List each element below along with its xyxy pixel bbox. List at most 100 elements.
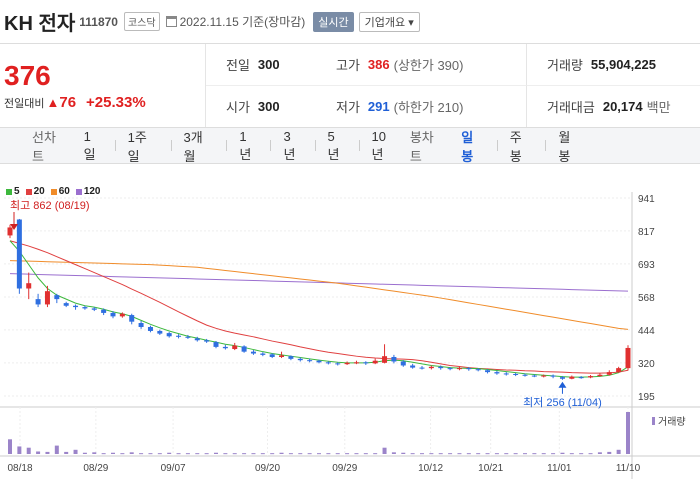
realtime-button[interactable]: 실시간 xyxy=(313,11,354,32)
candle-body xyxy=(147,326,153,331)
open-label: 시가 xyxy=(226,99,250,115)
price-chart[interactable]: 5 20 60 120 941 817 693 568 444 320 195 08/18 08… xyxy=(0,164,700,479)
candle-body xyxy=(16,219,22,289)
candle-body xyxy=(204,340,210,342)
ma-line-ma20 xyxy=(9,240,629,374)
volume-bar xyxy=(26,447,31,454)
candle-body xyxy=(297,358,303,361)
tab-1w[interactable]: 1주일 xyxy=(127,129,147,164)
tab-monthly[interactable]: 월봉 xyxy=(558,129,571,164)
candle-body xyxy=(344,362,350,365)
volume-bar xyxy=(36,451,41,454)
volume-bar xyxy=(214,452,218,454)
volume-bar xyxy=(288,453,293,455)
tab-1y[interactable]: 1년 xyxy=(239,128,252,162)
tab-3m[interactable]: 3개월 xyxy=(183,129,203,164)
max-annotation: 최고 862 (08/19) xyxy=(10,199,90,212)
high-value: 386 xyxy=(367,56,390,72)
volume-bar xyxy=(232,453,237,455)
amount-label: 거래대금 xyxy=(547,99,595,115)
volume-bar xyxy=(382,447,387,454)
candle-body xyxy=(138,323,144,327)
candle-body xyxy=(316,360,322,363)
candle-body xyxy=(485,370,491,373)
market-badge: 코스닥 xyxy=(123,12,160,31)
volume-bar xyxy=(420,453,424,455)
volume-bar xyxy=(438,453,443,455)
tab-1d[interactable]: 1일 xyxy=(83,128,96,162)
candle-body xyxy=(447,368,453,370)
volume-bar xyxy=(17,446,22,454)
volume-bar xyxy=(457,453,462,455)
volume-bar xyxy=(326,453,331,455)
volume-bar xyxy=(335,453,340,455)
x-tick-label: 08/29 xyxy=(83,463,108,474)
legend-ma5: 5 xyxy=(6,186,20,197)
tab-5y[interactable]: 5년 xyxy=(327,128,340,162)
volume-bar xyxy=(532,453,537,455)
low-label: 저가 xyxy=(336,99,360,115)
candle-body xyxy=(494,372,500,374)
volume-bar xyxy=(466,453,471,455)
candle-body xyxy=(335,363,341,365)
min-arrow-head xyxy=(558,381,567,388)
volume-label: 거래량 xyxy=(547,57,583,73)
ma-line-ma5 xyxy=(9,240,629,378)
volume-bar xyxy=(167,452,172,454)
candle-body xyxy=(466,368,472,370)
volume-bar xyxy=(195,453,200,455)
company-overview-button[interactable]: 기업개요 ▾ xyxy=(358,11,420,32)
candle-body xyxy=(166,333,172,337)
candle-body xyxy=(475,369,481,371)
volume-bar xyxy=(401,452,406,454)
candle-body xyxy=(73,305,79,308)
candle-body xyxy=(185,336,191,338)
x-tick-label: 09/20 xyxy=(255,463,280,474)
candle-body xyxy=(194,338,200,341)
candle-body xyxy=(588,376,594,378)
divider xyxy=(496,140,498,151)
tab-weekly[interactable]: 주봉 xyxy=(509,129,522,164)
y-tick-label: 693 xyxy=(638,260,655,271)
calendar-icon xyxy=(165,16,177,27)
candle-body xyxy=(269,354,275,357)
volume-bar xyxy=(73,449,78,454)
open-price: 시가 300 xyxy=(206,86,316,128)
candle-body xyxy=(353,362,359,364)
volume-bar xyxy=(298,453,303,455)
volume-bar xyxy=(354,453,359,455)
volume-bar xyxy=(251,453,256,455)
quote-panel: 376 전일대비 ▲ 76 +25.33% 전일 300 고가 386 (상한가… xyxy=(0,44,700,128)
ma-line-ma60 xyxy=(9,260,629,330)
candle-body xyxy=(597,374,603,377)
tab-3y[interactable]: 3년 xyxy=(283,128,296,162)
candle-body xyxy=(119,313,125,317)
volume-bar xyxy=(101,453,106,455)
x-tick-label: 08/18 xyxy=(7,463,32,474)
x-tick-label: 10/21 xyxy=(478,463,503,474)
tab-10y[interactable]: 10년 xyxy=(371,128,386,162)
volume-bar xyxy=(410,453,415,455)
candle-body xyxy=(63,303,69,306)
chart-canvas[interactable]: 941 817 693 568 444 320 195 08/18 08/29 09/07 09/2… xyxy=(0,164,700,479)
volume-bar xyxy=(363,453,368,455)
candle-body xyxy=(559,377,565,379)
volume-bar xyxy=(45,451,50,454)
tab-daily[interactable]: 일봉 xyxy=(461,129,474,164)
candle-body xyxy=(456,368,462,370)
volume-legend-swatch xyxy=(652,417,655,425)
candle-body xyxy=(279,355,285,357)
x-tick-label: 09/07 xyxy=(161,463,186,474)
y-tick-label: 444 xyxy=(638,326,655,337)
volume-bar xyxy=(176,453,181,455)
y-tick-label: 817 xyxy=(638,227,655,238)
candle-body xyxy=(550,375,556,377)
volume-bar xyxy=(429,453,434,455)
candle-body xyxy=(213,342,219,347)
volume-bar xyxy=(523,453,527,455)
line-chart-label: 선차트 xyxy=(32,129,56,164)
volume-bar xyxy=(569,453,574,455)
divider xyxy=(545,140,547,151)
prev-label: 전일 xyxy=(226,57,250,73)
prev-value: 300 xyxy=(257,56,280,72)
